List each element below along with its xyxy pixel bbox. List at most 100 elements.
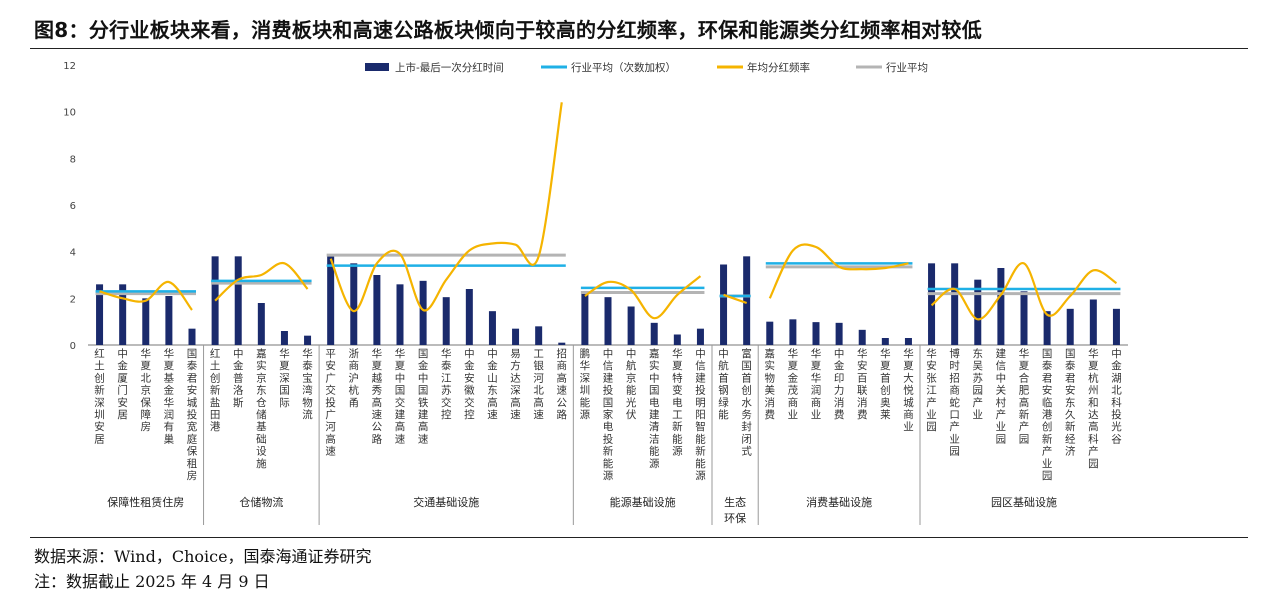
category-label: 国金中国铁建高速	[418, 348, 429, 445]
bar	[373, 275, 381, 345]
category-label: 华夏中国交建高速	[395, 347, 406, 445]
date-note: 注：数据截止 2025 年 4 月 9 日	[34, 572, 270, 591]
frequency-curve	[768, 243, 909, 299]
category-label: 国泰君安东久新经济	[1065, 348, 1076, 458]
category-label: 鹏华深圳能源	[580, 347, 591, 421]
legend-swatch	[365, 63, 389, 71]
category-label: 华泰江苏交控	[441, 347, 452, 421]
bar	[1066, 308, 1074, 345]
bar	[720, 264, 728, 345]
category-label: 华夏金茂商业	[788, 347, 799, 421]
bar	[696, 328, 704, 345]
sector-label: 仓储物流	[239, 495, 283, 509]
bar	[974, 279, 982, 345]
sector-label: 交通基础设施	[413, 495, 479, 509]
sector-label: 保障性租赁住房	[107, 495, 184, 509]
category-label: 工银河北高速	[533, 348, 544, 421]
bar	[1043, 311, 1051, 345]
category-label: 招商高速公路	[557, 347, 568, 421]
y-tick-label: 0	[70, 341, 76, 352]
bar	[188, 328, 196, 345]
legend-label: 行业平均（次数加权）	[571, 61, 676, 74]
y-tick-label: 10	[63, 108, 76, 119]
category-label: 中信建投国家电投新能源	[603, 347, 614, 482]
category-label: 中金厦门安居	[117, 347, 128, 421]
frequency-curve	[723, 293, 748, 305]
bar	[488, 311, 496, 345]
category-label: 博时招商蛇口产业园	[949, 347, 960, 458]
bar	[789, 319, 797, 345]
frequency-curve	[214, 261, 309, 302]
bar	[1112, 308, 1120, 345]
category-label: 华夏首创奥莱	[880, 347, 891, 421]
sector-label: 消费基础设施	[806, 495, 872, 509]
bar	[627, 306, 635, 345]
bar	[743, 256, 751, 345]
bar	[119, 284, 127, 345]
bar	[419, 280, 427, 345]
category-label: 中金湖北科投光谷	[1111, 347, 1122, 445]
category-label: 华夏华润商业	[811, 347, 822, 421]
category-label: 东吴苏园产业	[973, 347, 984, 421]
y-tick-label: 12	[63, 61, 76, 72]
category-label: 建信中关村产业园	[996, 347, 1007, 445]
category-label: 华泰宝湾物流	[302, 347, 313, 421]
y-tick-label: 8	[70, 154, 76, 165]
frequency-curve	[99, 280, 193, 311]
category-label: 嘉实京东仓储基础设施	[256, 347, 267, 470]
bar	[904, 338, 912, 345]
category-label: 中信建投明阳智能新能源	[695, 347, 706, 482]
sector-label: 园区基础设施	[991, 496, 1057, 509]
bar	[396, 284, 404, 345]
category-label: 浙商沪杭甬	[349, 348, 360, 409]
bar	[558, 342, 566, 345]
category-label: 国泰君安临港创新产业园	[1042, 348, 1053, 482]
bar	[535, 326, 543, 345]
frequency-curve	[584, 275, 702, 320]
category-label: 中航首钢绿能	[718, 347, 729, 421]
category-label: 华夏大悦城商业	[903, 347, 914, 433]
bar	[673, 334, 681, 345]
bar	[465, 289, 473, 345]
bar	[604, 297, 612, 345]
category-label: 富国首创水务封闭式	[741, 347, 752, 458]
category-label: 中金山东高速	[487, 347, 498, 421]
bar	[581, 291, 589, 345]
category-label: 华夏北京保障房	[141, 347, 152, 433]
category-label: 红土创新深圳安居	[94, 347, 105, 445]
sector-label: 环保	[724, 511, 746, 525]
y-tick-label: 4	[70, 248, 76, 259]
bar	[1020, 291, 1028, 345]
category-label: 华夏深国际	[279, 347, 290, 409]
bar	[951, 263, 959, 345]
bar	[165, 296, 173, 345]
bar	[257, 303, 265, 345]
title-rule	[30, 48, 1248, 49]
category-label: 华夏特变电工新能源	[672, 347, 683, 458]
bar	[234, 256, 242, 345]
category-label: 中航京能光伏	[626, 347, 637, 421]
bar	[142, 298, 150, 345]
frequency-curve	[930, 262, 1118, 321]
category-label: 嘉实物美消费	[765, 347, 776, 421]
category-label: 中金安徽交控	[464, 347, 475, 421]
category-label: 华夏杭州和达高科产园	[1088, 347, 1099, 470]
category-label: 华安百联消费	[857, 347, 868, 421]
source-note: 数据来源：Wind，Choice，国泰海通证券研究	[34, 547, 372, 566]
bar	[512, 328, 520, 345]
legend-label: 年均分红频率	[747, 61, 810, 74]
bar	[304, 335, 312, 345]
category-label: 华安张江产业园	[926, 347, 937, 433]
bar	[650, 322, 658, 345]
bar	[442, 297, 450, 345]
category-label: 易方达深高速	[510, 348, 521, 421]
bar	[280, 331, 288, 345]
bar	[858, 329, 866, 345]
y-tick-label: 2	[70, 294, 76, 305]
bar	[350, 263, 358, 345]
category-label: 平安广交投广河高速	[325, 348, 336, 458]
footer-rule	[30, 537, 1248, 538]
legend-label: 上市-最后一次分红时间	[395, 61, 504, 74]
y-tick-label: 6	[70, 201, 76, 212]
